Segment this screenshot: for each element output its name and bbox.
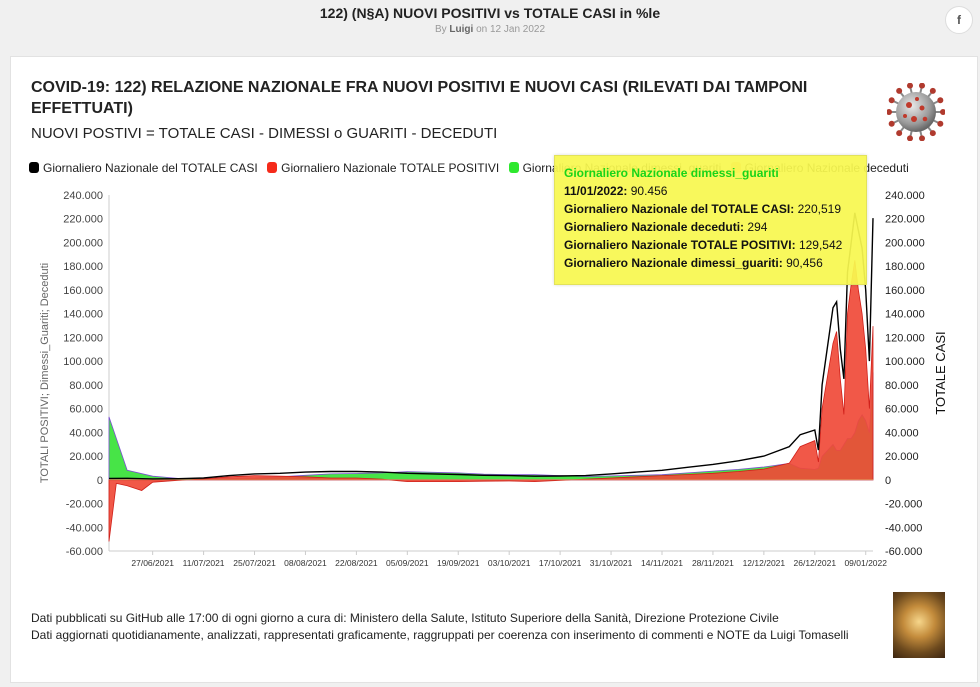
x-tick-label: 03/10/2021 xyxy=(488,558,531,568)
tooltip-row: Giornaliero Nazionale deceduti: 294 xyxy=(564,218,866,236)
tooltip-row-label: 11/01/2022: xyxy=(564,184,628,198)
y-tick-label-right: 0 xyxy=(885,475,891,487)
blog-header: 122) (N§A) NUOVI POSITIVI vs TOTALE CASI… xyxy=(0,0,980,48)
y-tick-label-left: 200.000 xyxy=(63,237,103,249)
y-tick-label-left: -60.000 xyxy=(66,546,103,558)
y-tick-label-left: 160.000 xyxy=(63,285,103,297)
y-axis-title-left: TOTALI POSITIVI; Dimessi_Guariti; Decedu… xyxy=(39,263,51,483)
tooltip-row-label: Giornaliero Nazionale deceduti: xyxy=(564,220,745,234)
y-tick-label-left: -20.000 xyxy=(66,499,103,511)
chart-footer: Dati pubblicati su GitHub alle 17:00 di … xyxy=(31,610,849,644)
tooltip-row-value: 90.456 xyxy=(630,184,668,198)
tooltip-row: Giornaliero Nazionale TOTALE POSITIVI: 1… xyxy=(564,236,866,254)
y-tick-label-left: 120.000 xyxy=(63,332,103,344)
y-tick-label-left: 20.000 xyxy=(69,451,103,463)
author-photo xyxy=(893,592,945,658)
chart-card: COVID-19: 122) RELAZIONE NAZIONALE FRA N… xyxy=(10,56,978,683)
y-tick-label-right: 80.000 xyxy=(885,380,919,392)
y-tick-label-right: 20.000 xyxy=(885,451,919,463)
y-tick-label-right: 220.000 xyxy=(885,214,925,226)
x-tick-label: 28/11/2021 xyxy=(692,558,734,568)
chart-tooltip: Giornaliero Nazionale dimessi_guariti 11… xyxy=(554,155,867,285)
tooltip-row: 11/01/2022: 90.456 xyxy=(564,182,866,200)
y-tick-label-right: 180.000 xyxy=(885,261,925,273)
x-tick-label: 09/01/2022 xyxy=(844,558,887,568)
y-tick-label-right: 140.000 xyxy=(885,309,925,321)
y-tick-label-left: 100.000 xyxy=(63,356,103,368)
x-tick-label: 27/06/2021 xyxy=(131,558,174,568)
footer-line-author: Dati aggiornati quotidianamente, analizz… xyxy=(31,628,849,642)
y-tick-label-left: 80.000 xyxy=(69,380,103,392)
y-tick-label-right: 240.000 xyxy=(885,190,925,202)
y-tick-label-right: -20.000 xyxy=(885,499,922,511)
chart-title: COVID-19: 122) RELAZIONE NAZIONALE FRA N… xyxy=(31,79,808,117)
y-tick-label-left: 220.000 xyxy=(63,214,103,226)
coronavirus-icon xyxy=(887,83,945,141)
series-area-dimessi-guariti xyxy=(108,372,874,481)
x-tick-label: 19/09/2021 xyxy=(437,558,480,568)
x-tick-label: 26/12/2021 xyxy=(794,558,837,568)
legend-item-totale-casi[interactable]: Giornaliero Nazionale del TOTALE CASI xyxy=(29,161,258,175)
x-tick-label: 25/07/2021 xyxy=(233,558,276,568)
tooltip-row: Giornaliero Nazionale del TOTALE CASI: 2… xyxy=(564,200,866,218)
chart-subtitle: NUOVI POSTIVI = TOTALE CASI - DIMESSI o … xyxy=(31,125,498,142)
author-link[interactable]: Luigi xyxy=(449,24,474,35)
legend-label: Giornaliero Nazionale TOTALE POSITIVI xyxy=(281,161,500,175)
y-tick-label-left: 240.000 xyxy=(63,190,103,202)
y-tick-label-left: 140.000 xyxy=(63,309,103,321)
tooltip-row-value: 220,519 xyxy=(797,202,841,216)
x-tick-label: 11/07/2021 xyxy=(183,558,225,568)
tooltip-row-label: Giornaliero Nazionale dimessi_guariti: xyxy=(564,256,783,270)
legend-label: Giornaliero Nazionale del TOTALE CASI xyxy=(43,161,258,175)
y-tick-label-right: 160.000 xyxy=(885,285,925,297)
tooltip-row-value: 90,456 xyxy=(786,256,823,270)
y-tick-label-right: -60.000 xyxy=(885,546,922,558)
tooltip-row: Giornaliero Nazionale dimessi_guariti: 9… xyxy=(564,254,866,272)
x-tick-label: 17/10/2021 xyxy=(539,558,582,568)
facebook-icon[interactable]: f xyxy=(945,6,973,34)
post-byline: By Luigi on 12 Jan 2022 xyxy=(0,24,980,35)
series-line-totale-casi xyxy=(108,212,874,480)
chart-plot[interactable]: 240.000 220.000 200.000 180.000 160.000 140.0… xyxy=(11,57,977,617)
x-tick-label: 12/12/2021 xyxy=(743,558,786,568)
legend-swatch xyxy=(29,162,39,173)
tooltip-row-value: 294 xyxy=(747,220,768,234)
series-area-totale-positivi xyxy=(108,260,874,542)
byline-prefix: By xyxy=(434,24,447,35)
legend-swatch xyxy=(508,162,519,173)
tooltip-title: Giornaliero Nazionale dimessi_guariti xyxy=(564,166,779,180)
y-tick-label-right: 100.000 xyxy=(885,356,925,368)
legend-swatch xyxy=(267,162,278,173)
y-tick-label-left: -40.000 xyxy=(66,522,103,534)
y-tick-label-right: -40.000 xyxy=(885,522,922,534)
post-title: 122) (N§A) NUOVI POSITIVI vs TOTALE CASI… xyxy=(319,5,661,21)
x-tick-label: 22/08/2021 xyxy=(335,558,378,568)
y-tick-label-right: 120.000 xyxy=(885,332,925,344)
x-tick-label: 08/08/2021 xyxy=(284,558,327,568)
y-tick-label-right: 60.000 xyxy=(885,404,919,416)
y-tick-label-right: 200.000 xyxy=(885,237,925,249)
x-tick-label: 14/11/2021 xyxy=(641,558,683,568)
y-tick-label-left: 180.000 xyxy=(63,261,103,273)
tooltip-row-value: 129,542 xyxy=(798,238,843,252)
tooltip-row-label: Giornaliero Nazionale TOTALE POSITIVI: xyxy=(564,238,796,252)
byline-date: on 12 Jan 2022 xyxy=(476,24,546,35)
tooltip-row-label: Giornaliero Nazionale del TOTALE CASI: xyxy=(564,202,795,216)
footer-line-sources: Dati pubblicati su GitHub alle 17:00 di … xyxy=(31,611,779,625)
y-tick-label-left: 40.000 xyxy=(69,427,103,439)
y-tick-label-left: 60.000 xyxy=(69,404,103,416)
legend-item-totale-positivi[interactable]: Giornaliero Nazionale TOTALE POSITIVI xyxy=(267,161,499,175)
x-tick-label: 31/10/2021 xyxy=(590,558,633,568)
y-tick-label-left: 0 xyxy=(97,475,103,487)
y-tick-label-right: 40.000 xyxy=(885,427,919,439)
y-axis-title-right: TOTALE CASI xyxy=(933,331,948,414)
x-tick-label: 05/09/2021 xyxy=(386,558,429,568)
